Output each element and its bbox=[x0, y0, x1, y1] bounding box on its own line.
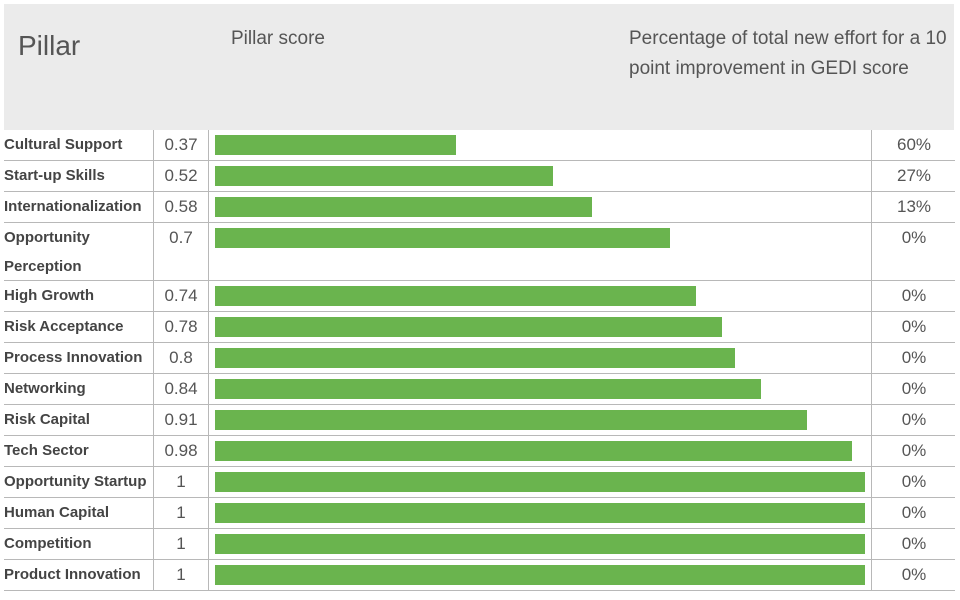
bar-cell bbox=[208, 560, 871, 590]
pillar-score-value: 0.52 bbox=[153, 161, 209, 191]
effort-percentage: 13% bbox=[871, 192, 956, 222]
table-row: Product Innovation 1 0% bbox=[4, 560, 955, 591]
pillar-score-value: 0.78 bbox=[153, 312, 209, 342]
pillar-score-value: 0.58 bbox=[153, 192, 209, 222]
pillar-score-value: 0.7 bbox=[153, 223, 209, 280]
effort-percentage: 0% bbox=[871, 498, 956, 528]
bar-cell bbox=[208, 436, 871, 466]
table-row: High Growth 0.74 0% bbox=[4, 281, 955, 312]
table-row: Internationalization 0.58 13% bbox=[4, 192, 955, 223]
pillar-name: Internationalization bbox=[4, 198, 142, 215]
bar-cell bbox=[208, 405, 871, 435]
table-row: Cultural Support 0.37 60% bbox=[4, 130, 955, 161]
score-bar bbox=[215, 379, 761, 399]
bar-cell bbox=[208, 130, 871, 160]
header-effort-percentage: Percentage of total new effort for a 10 … bbox=[629, 28, 947, 79]
bar-cell bbox=[208, 498, 871, 528]
score-bar bbox=[215, 565, 865, 585]
pillar-name: High Growth bbox=[4, 287, 94, 304]
table-row: Start-up Skills 0.52 27% bbox=[4, 161, 955, 192]
pillar-name: Competition bbox=[4, 535, 92, 552]
effort-percentage: 0% bbox=[871, 281, 956, 311]
score-bar bbox=[215, 286, 696, 306]
table-header: Pillar Pillar score Percentage of total … bbox=[4, 4, 954, 130]
pillar-score-table: Cultural Support 0.37 60% Start-up Skills 0.… bbox=[4, 130, 955, 591]
pillar-score-value: 1 bbox=[153, 529, 209, 559]
bar-cell bbox=[208, 467, 871, 497]
effort-percentage: 0% bbox=[871, 374, 956, 404]
bar-cell bbox=[208, 223, 871, 280]
effort-percentage: 0% bbox=[871, 223, 956, 280]
pillar-score-value: 0.84 bbox=[153, 374, 209, 404]
score-bar bbox=[215, 135, 456, 155]
pillar-name: Product Innovation bbox=[4, 566, 141, 583]
score-bar bbox=[215, 317, 722, 337]
score-bar bbox=[215, 228, 670, 248]
pillar-score-value: 0.91 bbox=[153, 405, 209, 435]
effort-percentage: 60% bbox=[871, 130, 956, 160]
pillar-score-value: 0.74 bbox=[153, 281, 209, 311]
pillar-name: Risk Acceptance bbox=[4, 318, 124, 335]
score-bar bbox=[215, 534, 865, 554]
score-bar bbox=[215, 503, 865, 523]
pillar-score-value: 1 bbox=[153, 560, 209, 590]
header-pillar: Pillar bbox=[18, 30, 81, 61]
bar-cell bbox=[208, 281, 871, 311]
score-bar bbox=[215, 410, 807, 430]
pillar-name: Cultural Support bbox=[4, 136, 123, 153]
pillar-score-value: 0.37 bbox=[153, 130, 209, 160]
table-row: Opportunity Perception 0.7 0% bbox=[4, 223, 955, 281]
table-row: Competition 1 0% bbox=[4, 529, 955, 560]
effort-percentage: 0% bbox=[871, 467, 956, 497]
bar-cell bbox=[208, 529, 871, 559]
bar-cell bbox=[208, 192, 871, 222]
pillar-score-value: 1 bbox=[153, 467, 209, 497]
pillar-name: Process Innovation bbox=[4, 349, 143, 366]
bar-cell bbox=[208, 312, 871, 342]
header-pillar-score: Pillar score bbox=[231, 28, 325, 49]
effort-percentage: 0% bbox=[871, 405, 956, 435]
score-bar bbox=[215, 197, 592, 217]
score-bar bbox=[215, 472, 865, 492]
effort-percentage: 0% bbox=[871, 529, 956, 559]
score-bar bbox=[215, 166, 553, 186]
table-row: Risk Capital 0.91 0% bbox=[4, 405, 955, 436]
pillar-name: Human Capital bbox=[4, 504, 110, 521]
pillar-name: Opportunity Perception bbox=[4, 229, 90, 275]
table-row: Networking 0.84 0% bbox=[4, 374, 955, 405]
pillar-score-value: 1 bbox=[153, 498, 209, 528]
pillar-name: Start-up Skills bbox=[4, 167, 105, 184]
table-row: Human Capital 1 0% bbox=[4, 498, 955, 529]
score-bar bbox=[215, 348, 735, 368]
pillar-name: Opportunity Startup bbox=[4, 473, 147, 490]
table-row: Tech Sector 0.98 0% bbox=[4, 436, 955, 467]
table-row: Opportunity Startup 1 0% bbox=[4, 467, 955, 498]
pillar-name: Tech Sector bbox=[4, 442, 89, 459]
pillar-name: Risk Capital bbox=[4, 411, 90, 428]
score-bar bbox=[215, 441, 852, 461]
bar-cell bbox=[208, 343, 871, 373]
table-row: Process Innovation 0.8 0% bbox=[4, 343, 955, 374]
pillar-score-value: 0.98 bbox=[153, 436, 209, 466]
effort-percentage: 0% bbox=[871, 436, 956, 466]
effort-percentage: 0% bbox=[871, 560, 956, 590]
pillar-name: Networking bbox=[4, 380, 86, 397]
effort-percentage: 27% bbox=[871, 161, 956, 191]
effort-percentage: 0% bbox=[871, 343, 956, 373]
pillar-score-value: 0.8 bbox=[153, 343, 209, 373]
bar-cell bbox=[208, 161, 871, 191]
bar-cell bbox=[208, 374, 871, 404]
effort-percentage: 0% bbox=[871, 312, 956, 342]
table-row: Risk Acceptance 0.78 0% bbox=[4, 312, 955, 343]
